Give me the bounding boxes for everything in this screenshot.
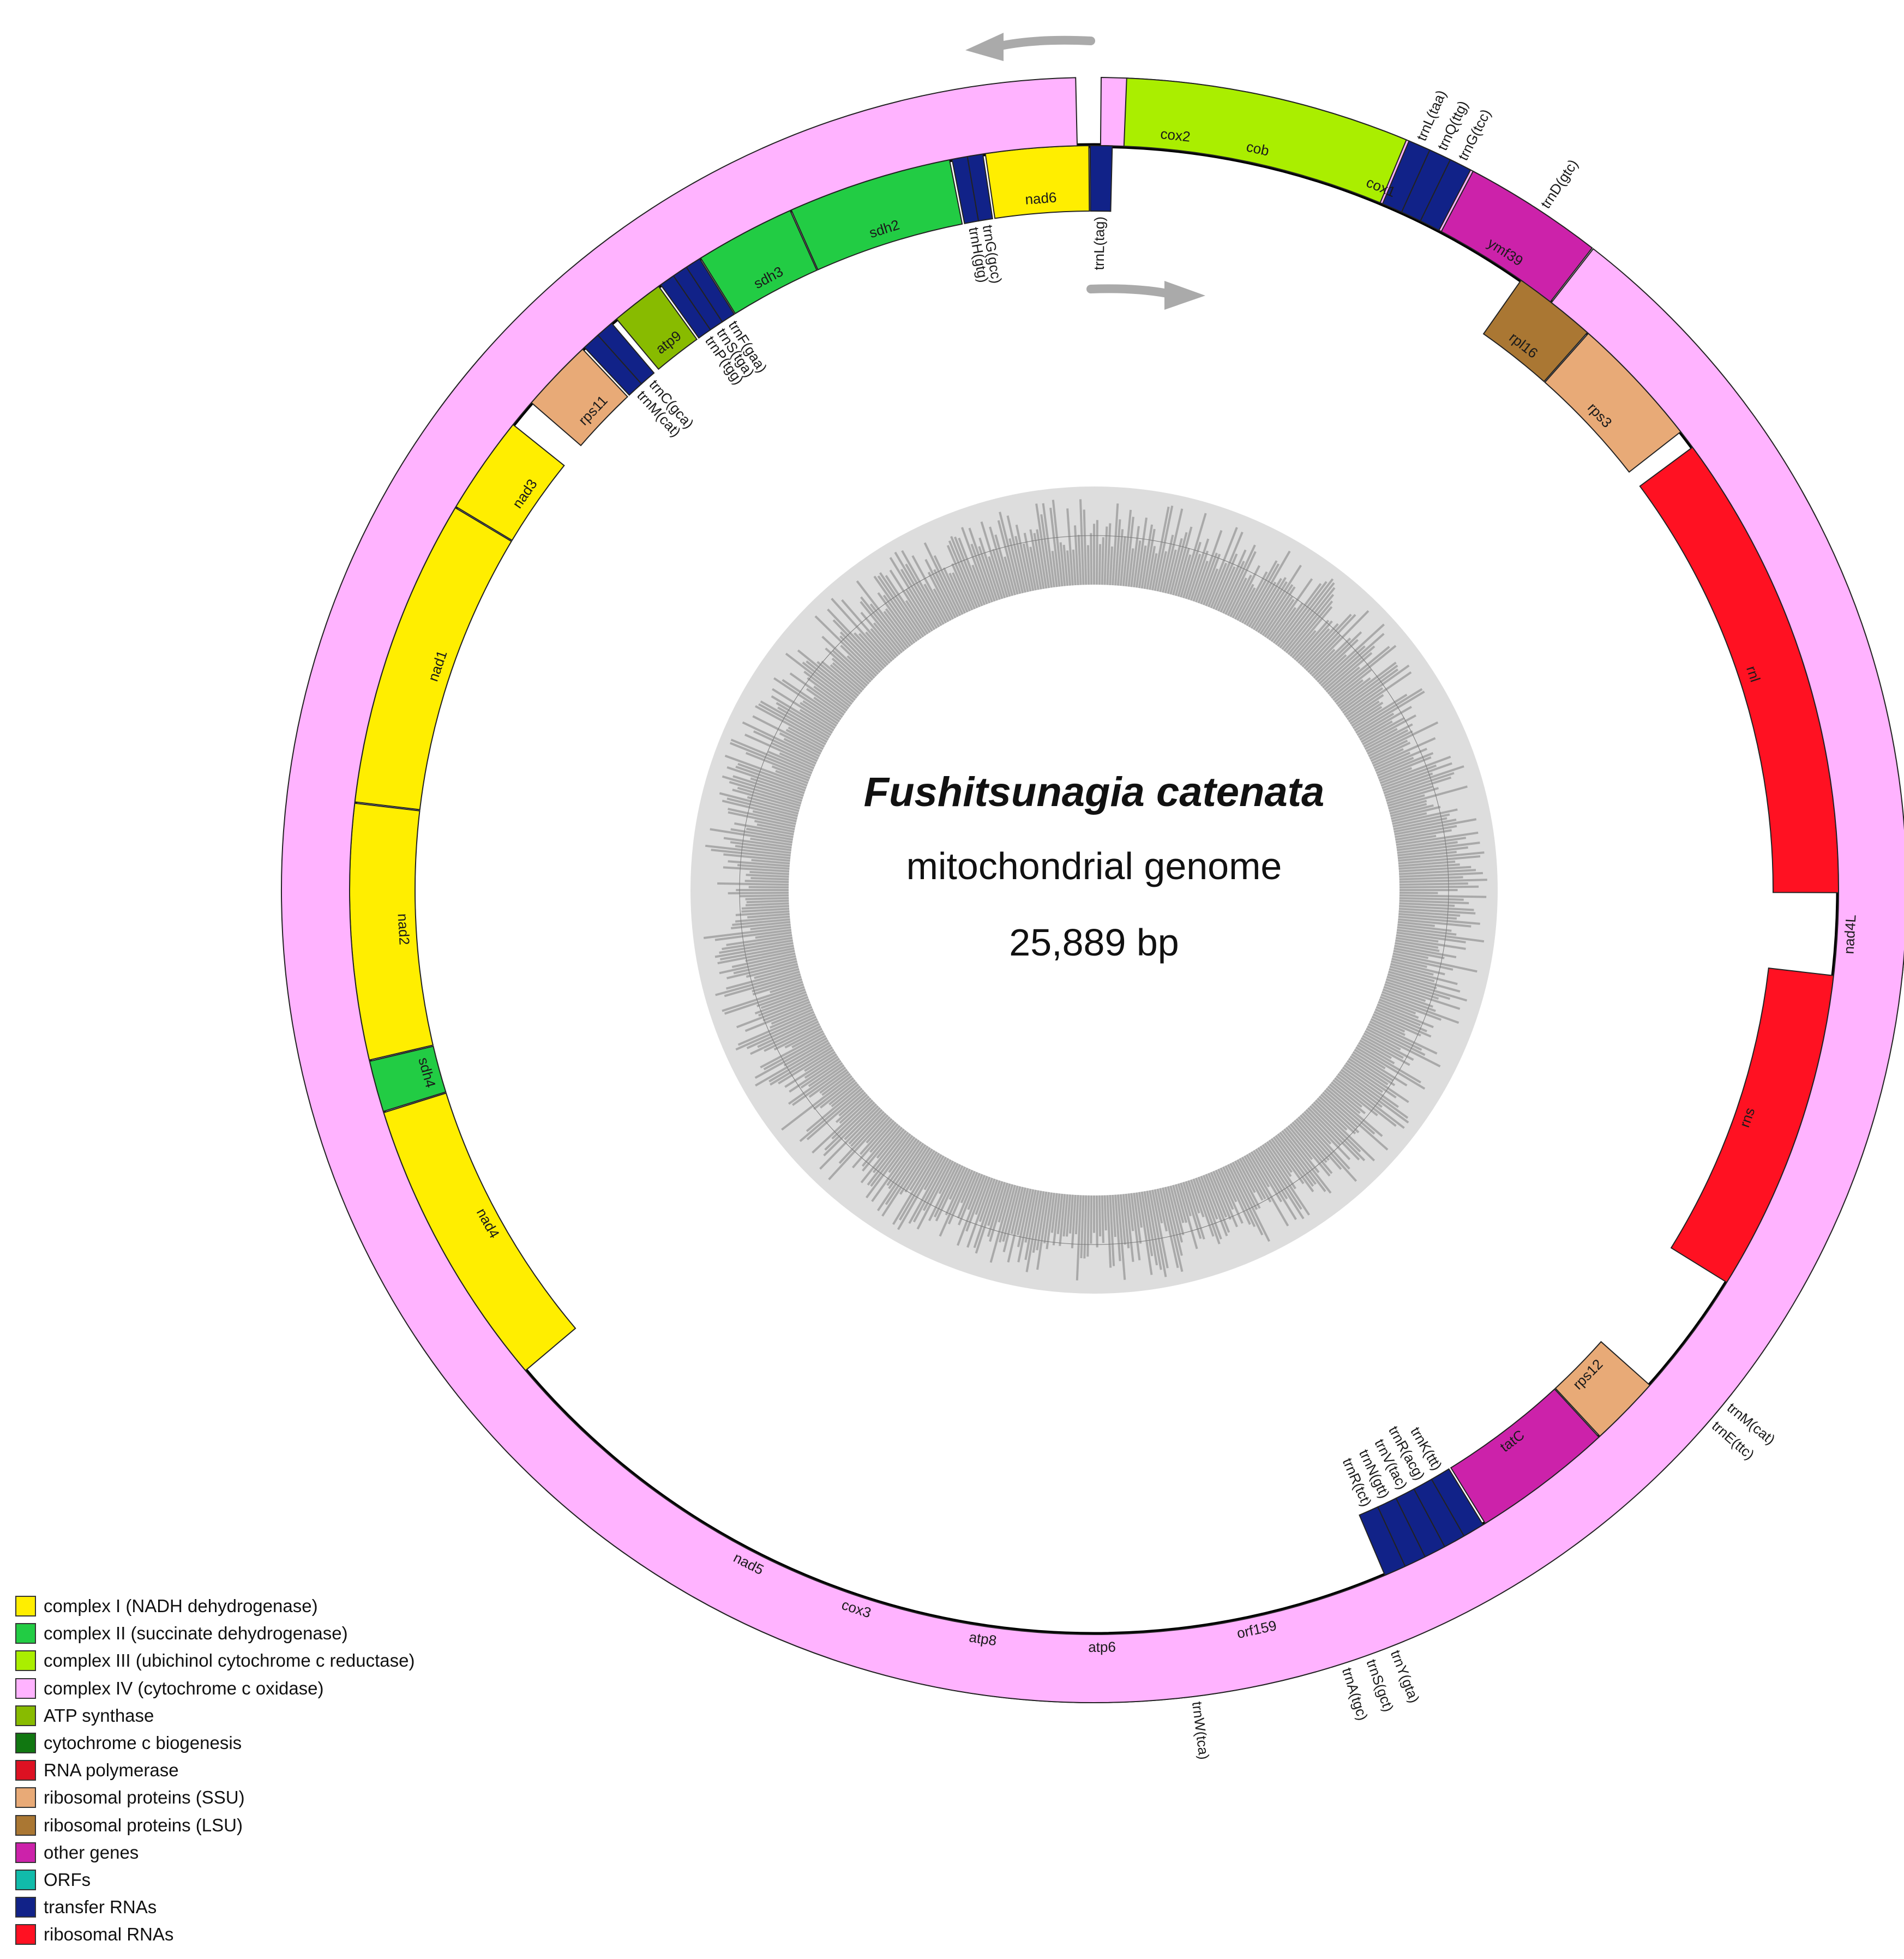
legend-swatch xyxy=(15,1869,36,1890)
gene-block-ymf39 xyxy=(1440,170,1593,303)
gene-label-trnd-gtc: trnD(gtc) xyxy=(1537,157,1582,212)
legend-swatch xyxy=(15,1842,36,1863)
legend-swatch xyxy=(15,1650,36,1672)
legend-swatch xyxy=(15,1760,36,1781)
legend-swatch xyxy=(15,1814,36,1836)
legend-swatch xyxy=(15,1897,36,1918)
legend-label: other genes xyxy=(44,1842,139,1862)
arrow-left-head-icon xyxy=(965,33,1004,61)
legend-item: ATP synthase xyxy=(15,1702,415,1729)
legend-label: complex II (succinate dehydrogenase) xyxy=(44,1623,348,1644)
gene-label-cox2: cox2 xyxy=(1160,125,1191,145)
gene-label-trnl-tag: trnL(tag) xyxy=(1091,217,1108,271)
genome-length: 25,889 bp xyxy=(1009,921,1179,964)
genome-subtitle: mitochondrial genome xyxy=(906,845,1282,887)
legend-item: complex III (ubichinol cytochrome c redu… xyxy=(15,1647,415,1674)
legend-label: transfer RNAs xyxy=(44,1897,157,1918)
gene-label-trns-gct: trnS(gct) xyxy=(1364,1657,1397,1714)
legend-label: cytochrome c biogenesis xyxy=(44,1733,242,1753)
legend-label: ribosomal proteins (SSU) xyxy=(44,1787,245,1808)
legend-swatch xyxy=(15,1733,36,1754)
gene-block-nad6 xyxy=(984,145,1090,219)
strand-arrows xyxy=(965,33,1205,310)
legend-swatch xyxy=(15,1705,36,1726)
gene-label-atp8: atp8 xyxy=(968,1629,998,1649)
arrow-right-head-icon xyxy=(1164,281,1205,310)
legend-label: RNA polymerase xyxy=(44,1760,179,1781)
gene-block-trng-tcc xyxy=(1420,159,1471,231)
legend-item: other genes xyxy=(15,1839,415,1866)
legend-label: ribosomal RNAs xyxy=(44,1924,174,1945)
gc-midline xyxy=(739,535,1449,1245)
legend-item: ribosomal proteins (LSU) xyxy=(15,1812,415,1839)
gene-block-trnl-tag xyxy=(1089,145,1113,212)
legend-swatch xyxy=(15,1623,36,1644)
gene-label-trnw-tca: trnW(tca) xyxy=(1189,1700,1212,1760)
gene-block-cox3 xyxy=(281,77,1904,1703)
legend-item: RNA polymerase xyxy=(15,1757,415,1784)
arrow-right-icon xyxy=(1086,284,1172,298)
legend-item: ribosomal proteins (SSU) xyxy=(15,1784,415,1811)
legend-item: complex IV (cytochrome c oxidase) xyxy=(15,1675,415,1702)
gc-content-ring xyxy=(690,486,1498,1294)
gene-block-cob xyxy=(1123,77,1407,204)
gc-content-bars xyxy=(703,499,1487,1281)
gene-label-nad4l: nad4L xyxy=(1840,914,1859,954)
legend-label: ribosomal proteins (LSU) xyxy=(44,1814,243,1835)
legend-item: ribosomal RNAs xyxy=(15,1921,415,1948)
legend-label: complex III (ubichinol cytochrome c redu… xyxy=(44,1650,415,1671)
legend-item: complex I (NADH dehydrogenase) xyxy=(15,1593,415,1620)
center-title: Fushitsunagia catenata mitochondrial gen… xyxy=(864,769,1325,964)
gene-label-atp6: atp6 xyxy=(1088,1639,1116,1656)
legend-swatch xyxy=(15,1924,36,1945)
legend-item: ORFs xyxy=(15,1866,415,1894)
gene-blocks xyxy=(281,77,1904,1703)
legend-item: transfer RNAs xyxy=(15,1894,415,1921)
legend-item: complex II (succinate dehydrogenase) xyxy=(15,1620,415,1647)
gene-label-nad2: nad2 xyxy=(395,913,413,945)
gene-label-nad6: nad6 xyxy=(1024,189,1057,207)
legend-label: complex IV (cytochrome c oxidase) xyxy=(44,1678,324,1698)
legend: complex I (NADH dehydrogenase) complex II… xyxy=(15,1593,415,1948)
legend-item: cytochrome c biogenesis xyxy=(15,1729,415,1757)
legend-swatch xyxy=(15,1596,36,1617)
legend-label: ATP synthase xyxy=(44,1705,154,1726)
legend-label: ORFs xyxy=(44,1869,91,1890)
legend-swatch xyxy=(15,1678,36,1699)
legend-label: complex I (NADH dehydrogenase) xyxy=(44,1596,318,1617)
species-name: Fushitsunagia catenata xyxy=(864,769,1325,815)
arrow-left-icon xyxy=(994,35,1095,51)
gene-label-trna-tgc: trnA(tgc) xyxy=(1339,1666,1371,1722)
gene-block-nad2 xyxy=(349,802,434,1061)
legend-swatch xyxy=(15,1787,36,1808)
